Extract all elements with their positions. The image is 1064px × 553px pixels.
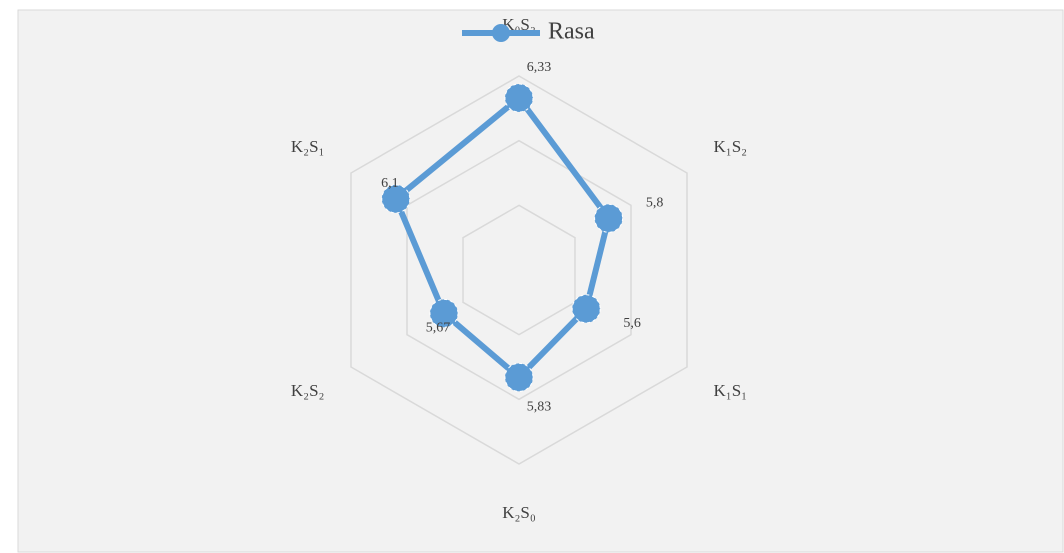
category-label: K₀S₂: [502, 15, 536, 34]
data-label: 6,1: [381, 176, 399, 191]
data-label: 5,6: [623, 316, 641, 331]
data-point: [504, 362, 534, 392]
grid-ring: [462, 204, 576, 336]
legend-marker: [492, 24, 510, 42]
category-label: K₂S₂: [291, 381, 325, 400]
grid-ring: [350, 75, 688, 465]
chart-area: [17, 9, 1064, 553]
category-label: K₁S₁: [714, 381, 748, 400]
data-point: [429, 298, 459, 328]
data-label: 5,67: [426, 321, 451, 336]
legend-label: Rasa: [548, 19, 595, 45]
category-label: K₂S₁: [291, 137, 325, 156]
data-label: 5,83: [527, 400, 552, 415]
data-label: 5,8: [646, 195, 664, 210]
data-label: 6,33: [527, 60, 552, 75]
category-label: K₁S₂: [714, 137, 748, 156]
data-point: [594, 203, 624, 233]
data-point: [381, 184, 411, 214]
data-point: [571, 294, 601, 324]
data-point: [504, 83, 534, 113]
category-label: K₂S₀: [502, 503, 536, 522]
